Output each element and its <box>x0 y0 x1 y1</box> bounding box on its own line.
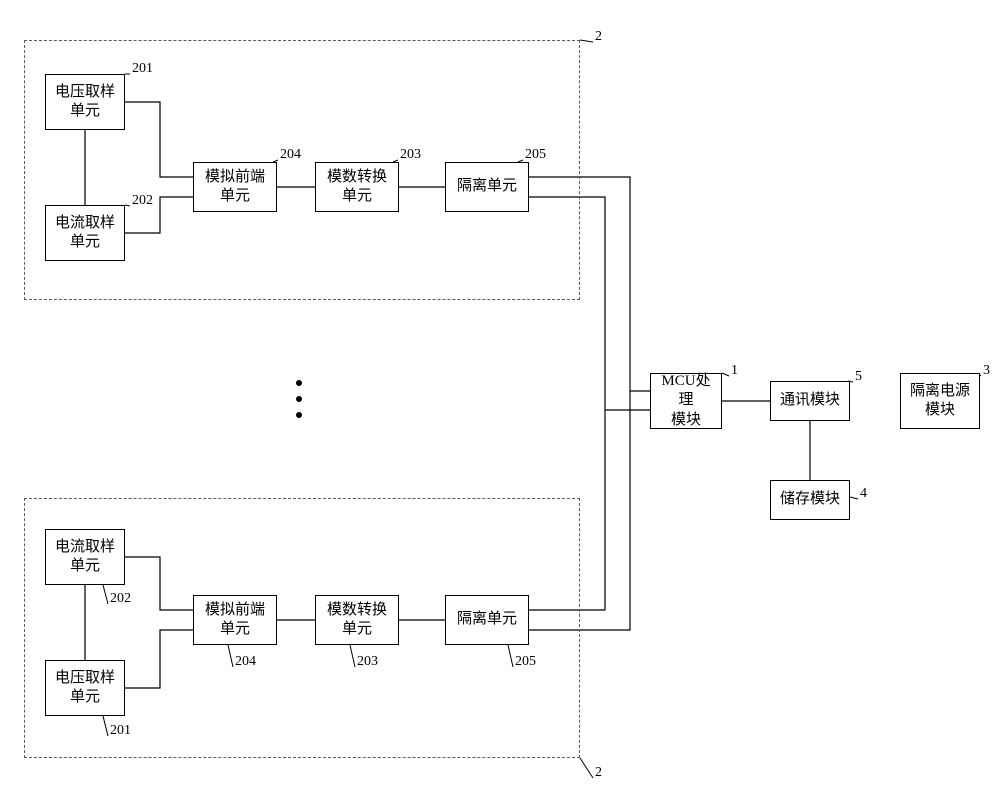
ref-g2_201: 201 <box>110 724 131 738</box>
ref-comm: 5 <box>855 370 862 384</box>
ref-mcu: 1 <box>731 364 738 378</box>
node-g1_201: 电压取样 单元 <box>45 74 125 130</box>
ref-psu: 3 <box>983 364 990 378</box>
ref-g2_205: 205 <box>515 655 536 669</box>
node-g1_202: 电流取样 单元 <box>45 205 125 261</box>
node-g1_204: 模拟前端 单元 <box>193 162 277 212</box>
node-g2_205: 隔离单元 <box>445 595 529 645</box>
ref-g2_202: 202 <box>110 592 131 606</box>
ref-group2: 2 <box>595 766 602 780</box>
ref-group1: 2 <box>595 30 602 44</box>
ref-g1_204: 204 <box>280 148 301 162</box>
node-psu: 隔离电源 模块 <box>900 373 980 429</box>
ellipsis-icon <box>296 380 302 418</box>
node-store: 储存模块 <box>770 480 850 520</box>
node-g2_202: 电流取样 单元 <box>45 529 125 585</box>
node-comm: 通讯模块 <box>770 381 850 421</box>
ref-g1_203: 203 <box>400 148 421 162</box>
leader-store <box>850 497 858 499</box>
node-g1_203: 模数转换 单元 <box>315 162 399 212</box>
ref-store: 4 <box>860 487 867 501</box>
node-mcu: MCU处理 模块 <box>650 373 722 429</box>
leader-group1 <box>580 40 593 42</box>
ref-g1_201: 201 <box>132 62 153 76</box>
ref-g2_203: 203 <box>357 655 378 669</box>
node-g2_204: 模拟前端 单元 <box>193 595 277 645</box>
diagram-canvas: 电压取样 单元电流取样 单元模拟前端 单元模数转换 单元隔离单元电流取样 单元电… <box>0 0 1000 807</box>
leader-mcu <box>722 373 729 376</box>
ref-g1_205: 205 <box>525 148 546 162</box>
node-g1_205: 隔离单元 <box>445 162 529 212</box>
node-g2_203: 模数转换 单元 <box>315 595 399 645</box>
node-g2_201: 电压取样 单元 <box>45 660 125 716</box>
leader-group2 <box>580 758 593 778</box>
ref-g2_204: 204 <box>235 655 256 669</box>
ref-g1_202: 202 <box>132 194 153 208</box>
